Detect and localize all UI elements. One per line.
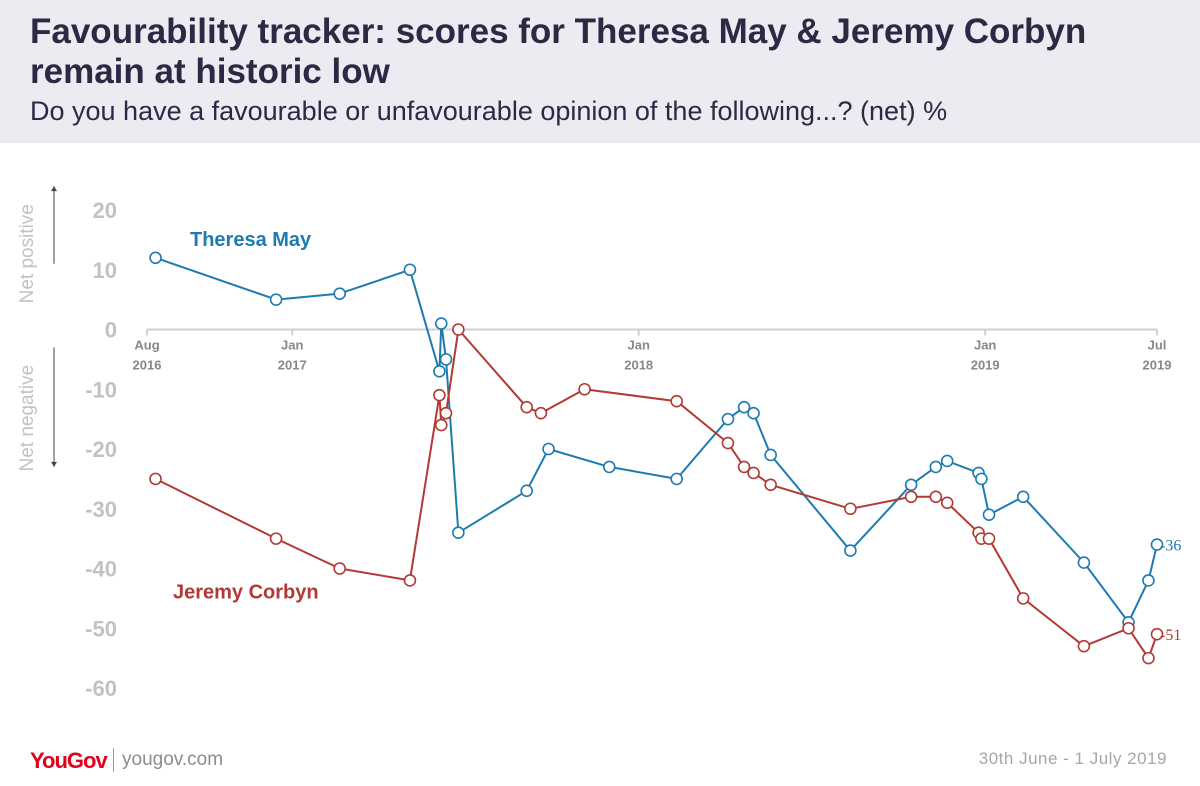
y-tick-label: 20	[93, 198, 117, 223]
theresa-may-point	[670, 472, 683, 486]
jeremy-corbyn-point	[269, 532, 283, 545]
theresa-may-point	[1077, 556, 1091, 569]
jeremy-corbyn-point	[670, 394, 683, 408]
theresa-may-point	[721, 412, 735, 426]
net-negative-arrow-head	[51, 461, 57, 467]
theresa-may-point	[452, 526, 465, 539]
theresa-may-point	[844, 544, 857, 557]
jeremy-corbyn-point	[982, 532, 996, 545]
footer-divider	[113, 748, 114, 772]
jeremy-corbyn-point	[940, 496, 954, 510]
jeremy-corbyn-point	[764, 478, 777, 492]
jeremy-corbyn-point	[520, 400, 533, 414]
y-tick-label: -10	[85, 377, 117, 402]
jeremy-corbyn-point	[439, 406, 453, 420]
theresa-may-point	[975, 472, 988, 486]
x-tick-label: Jan	[628, 338, 650, 353]
jeremy-corbyn-point	[1122, 621, 1135, 635]
chart-title: Favourability tracker: scores for Theres…	[30, 12, 1087, 91]
jeremy-corbyn-point	[1016, 592, 1030, 605]
theresa-may-point	[542, 442, 555, 456]
theresa-may-point	[982, 508, 996, 522]
jeremy-corbyn-point	[844, 502, 857, 516]
x-tick-label: Jan	[974, 338, 996, 353]
jeremy-corbyn-point	[1150, 627, 1164, 641]
x-tick-label: 2018	[624, 358, 653, 373]
net-positive-label: Net positive	[17, 204, 38, 303]
theresa-may-point	[1016, 490, 1030, 504]
y-tick-label: -60	[85, 676, 117, 701]
jeremy-corbyn-point	[433, 388, 446, 402]
jeremy-corbyn-point	[452, 323, 465, 336]
jeremy-corbyn-point	[721, 436, 735, 450]
theresa-may-point	[269, 293, 283, 306]
theresa-may-point	[149, 251, 162, 265]
theresa-may-point	[1142, 574, 1155, 587]
jeremy-corbyn-point	[578, 382, 591, 396]
theresa-may-point	[602, 460, 616, 474]
x-tick-label: 2017	[278, 358, 307, 373]
y-tick-label: 10	[93, 258, 117, 283]
net-positive-arrow-head	[51, 186, 57, 192]
header: Favourability tracker: scores for Theres…	[0, 0, 1200, 143]
jeremy-corbyn-point	[149, 472, 162, 486]
chart-subtitle: Do you have a favourable or unfavourable…	[30, 96, 948, 126]
x-tick-label: 2019	[971, 358, 1000, 373]
x-tick-label: 2016	[133, 358, 162, 373]
jeremy-corbyn-point	[737, 460, 751, 474]
theresa-may-point	[434, 317, 448, 330]
x-tick-label: 2019	[1143, 358, 1172, 373]
jeremy-corbyn-point	[403, 574, 417, 587]
net-negative-label: Net negative	[17, 365, 38, 472]
theresa-may-point	[940, 454, 954, 468]
x-tick-label: Jan	[281, 338, 303, 353]
jeremy-corbyn-point	[434, 418, 448, 432]
jeremy-corbyn-series-label: Jeremy Corbyn	[173, 581, 319, 603]
jeremy-corbyn-point	[747, 466, 760, 480]
line-chart: Aug 2016 Jan 2017 Jan 2018 Jan 2019 Jul 2019 20 10 0…	[17, 186, 1181, 701]
jeremy-corbyn-end-label: -51	[1160, 627, 1181, 644]
footer-site: yougov.com	[122, 749, 224, 770]
theresa-may-point	[737, 400, 751, 414]
jeremy-corbyn-point	[1142, 651, 1155, 665]
theresa-may-point	[929, 460, 943, 474]
jeremy-corbyn-point	[904, 490, 918, 504]
jeremy-corbyn-point	[534, 406, 548, 420]
x-tick-label: Aug	[134, 338, 159, 353]
x-tick-label: Jul	[1148, 338, 1167, 353]
theresa-may-point	[747, 406, 760, 420]
theresa-may-point	[439, 353, 453, 366]
theresa-may-point	[433, 365, 446, 378]
theresa-may-point	[520, 484, 533, 498]
y-tick-label: 0	[105, 318, 117, 343]
jeremy-corbyn-point	[1077, 639, 1091, 653]
jeremy-corbyn-point	[929, 490, 943, 504]
jeremy-corbyn-point	[333, 562, 346, 575]
y-tick-label: -40	[85, 557, 117, 582]
theresa-may-point	[403, 263, 417, 277]
y-tick-label: -30	[85, 497, 117, 522]
theresa-may-series-label: Theresa May	[190, 229, 312, 251]
fieldwork-date: 30th June - 1 July 2019	[978, 749, 1167, 768]
theresa-may-end-label: -36	[1160, 538, 1181, 555]
theresa-may-point	[333, 287, 346, 300]
jeremy-corbyn-line	[155, 328, 1158, 660]
theresa-may-point	[764, 448, 777, 462]
y-tick-label: -20	[85, 437, 117, 462]
theresa-may-line	[155, 256, 1158, 624]
yougov-logo: YouGov	[30, 748, 108, 773]
theresa-may-point	[904, 478, 918, 492]
y-tick-label: -50	[85, 616, 117, 641]
theresa-may-point	[1150, 538, 1164, 551]
